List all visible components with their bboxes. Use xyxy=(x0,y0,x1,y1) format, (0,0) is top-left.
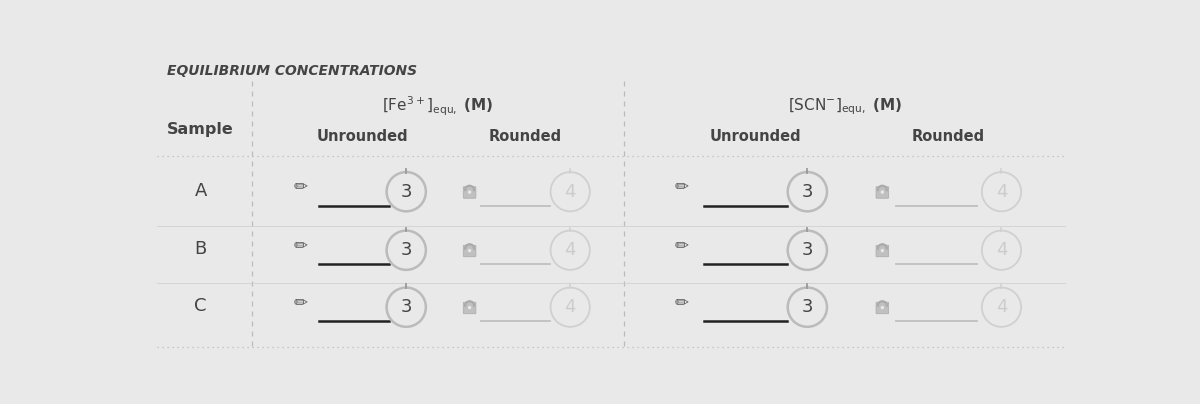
Text: Sample: Sample xyxy=(167,122,234,137)
Text: 3: 3 xyxy=(802,241,814,259)
Circle shape xyxy=(468,249,472,252)
FancyBboxPatch shape xyxy=(463,187,476,198)
Text: ✏: ✏ xyxy=(293,236,307,254)
Text: Unrounded: Unrounded xyxy=(317,129,408,144)
FancyBboxPatch shape xyxy=(876,245,889,257)
Text: ✏: ✏ xyxy=(674,177,689,195)
Text: Rounded: Rounded xyxy=(488,129,562,144)
Text: $[\mathrm{SCN}^{-}]_{\mathrm{equ},}$ $\bf{(M)}$: $[\mathrm{SCN}^{-}]_{\mathrm{equ},}$ $\b… xyxy=(788,96,902,116)
Text: 4: 4 xyxy=(996,183,1007,201)
Text: Rounded: Rounded xyxy=(912,129,985,144)
Text: ✏: ✏ xyxy=(674,236,689,254)
Text: A: A xyxy=(194,182,206,200)
Text: 3: 3 xyxy=(401,241,412,259)
Text: 4: 4 xyxy=(996,241,1007,259)
Text: Unrounded: Unrounded xyxy=(709,129,802,144)
Circle shape xyxy=(881,306,884,309)
Text: 4: 4 xyxy=(996,298,1007,316)
FancyBboxPatch shape xyxy=(463,302,476,314)
Text: 3: 3 xyxy=(802,298,814,316)
Circle shape xyxy=(468,190,472,194)
Text: 3: 3 xyxy=(802,183,814,201)
Text: $[\mathrm{Fe}^{3+}]_{\mathrm{equ},}$ $\bf{(M)}$: $[\mathrm{Fe}^{3+}]_{\mathrm{equ},}$ $\b… xyxy=(383,95,493,118)
Text: B: B xyxy=(194,240,206,259)
Text: 3: 3 xyxy=(401,183,412,201)
Circle shape xyxy=(881,249,884,252)
Text: ✏: ✏ xyxy=(293,177,307,195)
FancyBboxPatch shape xyxy=(876,187,889,198)
Text: 3: 3 xyxy=(401,298,412,316)
Circle shape xyxy=(881,190,884,194)
Text: 4: 4 xyxy=(564,298,576,316)
Text: C: C xyxy=(194,297,206,316)
Text: 4: 4 xyxy=(564,183,576,201)
FancyBboxPatch shape xyxy=(463,245,476,257)
Text: ✏: ✏ xyxy=(674,293,689,311)
Circle shape xyxy=(468,306,472,309)
Text: 4: 4 xyxy=(564,241,576,259)
Text: ✏: ✏ xyxy=(293,293,307,311)
FancyBboxPatch shape xyxy=(876,302,889,314)
Text: EQUILIBRIUM CONCENTRATIONS: EQUILIBRIUM CONCENTRATIONS xyxy=(167,64,416,78)
